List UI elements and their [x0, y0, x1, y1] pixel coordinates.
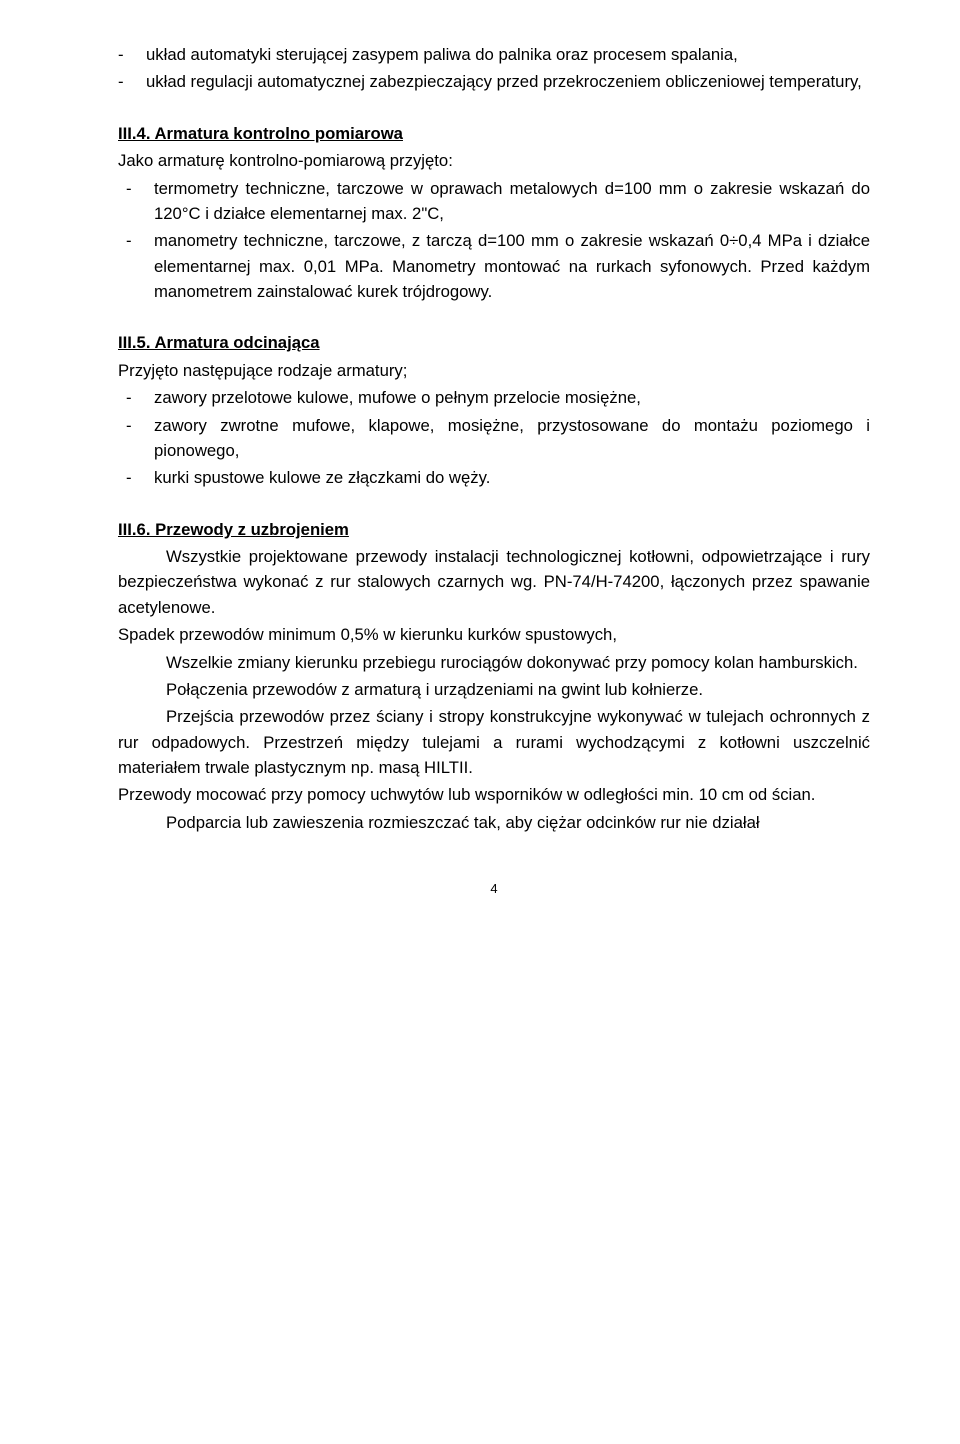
section-5-item-2-text: zawory zwrotne mufowe, klapowe, mosiężne…	[154, 413, 870, 464]
bullet-dash: -	[118, 385, 154, 410]
section-5-item-2: - zawory zwrotne mufowe, klapowe, mosięż…	[118, 413, 870, 464]
section-4-item-1: - termometry techniczne, tarczowe w opra…	[118, 176, 870, 227]
section-4-item-1-text: termometry techniczne, tarczowe w oprawa…	[154, 176, 870, 227]
bullet-dash: -	[118, 176, 154, 227]
section-4-item-2: - manometry techniczne, tarczowe, z tarc…	[118, 228, 870, 304]
section-5-item-3: - kurki spustowe kulowe ze złączkami do …	[118, 465, 870, 490]
section-6-p7: Podparcia lub zawieszenia rozmieszczać t…	[118, 810, 870, 835]
bullet-dash: -	[118, 465, 154, 490]
bullet-dash: -	[118, 228, 154, 304]
section-6-p1: Wszystkie projektowane przewody instalac…	[118, 544, 870, 620]
bullet-dash: -	[118, 69, 146, 94]
intro-item-2-text: układ regulacji automatycznej zabezpiecz…	[146, 69, 870, 94]
bullet-dash: -	[118, 413, 154, 464]
section-4-item-2-text: manometry techniczne, tarczowe, z tarczą…	[154, 228, 870, 304]
section-6-p6: Przewody mocować przy pomocy uchwytów lu…	[118, 782, 870, 807]
page-number: 4	[118, 879, 870, 899]
section-6-p3: Wszelkie zmiany kierunku przebiegu ruroc…	[118, 650, 870, 675]
intro-item-2: - układ regulacji automatycznej zabezpie…	[118, 69, 870, 94]
section-5-lead: Przyjęto następujące rodzaje armatury;	[118, 358, 870, 383]
section-5-item-3-text: kurki spustowe kulowe ze złączkami do wę…	[154, 465, 870, 490]
section-5-item-1: - zawory przelotowe kulowe, mufowe o peł…	[118, 385, 870, 410]
section-5-heading: III.5. Armatura odcinająca	[118, 330, 870, 355]
section-6-p5: Przejścia przewodów przez ściany i strop…	[118, 704, 870, 780]
section-4-heading: III.4. Armatura kontrolno pomiarowa	[118, 121, 870, 146]
section-6-p4: Połączenia przewodów z armaturą i urządz…	[118, 677, 870, 702]
section-6-p2: Spadek przewodów minimum 0,5% w kierunku…	[118, 622, 870, 647]
intro-item-1-text: układ automatyki sterującej zasypem pali…	[146, 42, 870, 67]
section-5-item-1-text: zawory przelotowe kulowe, mufowe o pełny…	[154, 385, 870, 410]
intro-item-1: - układ automatyki sterującej zasypem pa…	[118, 42, 870, 67]
section-6-heading: III.6. Przewody z uzbrojeniem	[118, 517, 870, 542]
bullet-dash: -	[118, 42, 146, 67]
section-4-lead: Jako armaturę kontrolno-pomiarową przyję…	[118, 148, 870, 173]
